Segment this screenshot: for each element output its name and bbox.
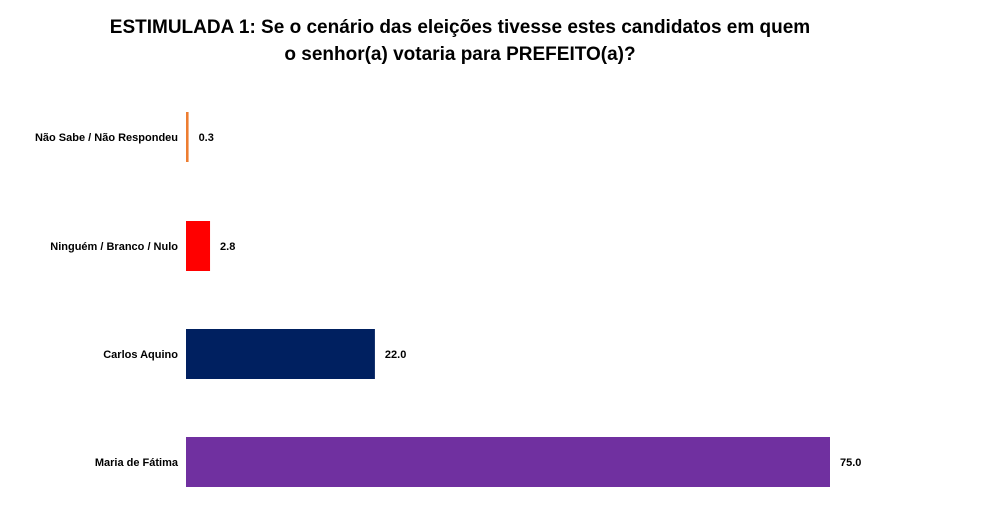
category-label-0: Não Sabe / Não Respondeu [35, 132, 178, 144]
value-label-2: 22.0 [385, 349, 406, 361]
chart-title-line-2: o senhor(a) votaria para PREFEITO(a)? [284, 44, 636, 65]
chart-title-line-1: ESTIMULADA 1: Se o cenário das eleições … [109, 17, 811, 38]
bar-1 [186, 221, 211, 271]
bars-group: Não Sabe / Não Respondeu 0.3 Ninguém / Bra… [35, 112, 861, 487]
value-label-1: 2.8 [220, 241, 235, 253]
chart-title: ESTIMULADA 1: Se o cenário das eleições … [0, 14, 920, 68]
bar-0 [186, 112, 189, 162]
bar-3 [186, 437, 830, 487]
value-label-0: 0.3 [199, 132, 214, 144]
bar-2 [186, 329, 375, 379]
category-label-3: Maria de Fátima [95, 457, 179, 469]
category-label-2: Carlos Aquino [103, 349, 178, 361]
value-label-3: 75.0 [840, 457, 861, 469]
category-label-1: Ninguém / Branco / Nulo [50, 241, 178, 253]
